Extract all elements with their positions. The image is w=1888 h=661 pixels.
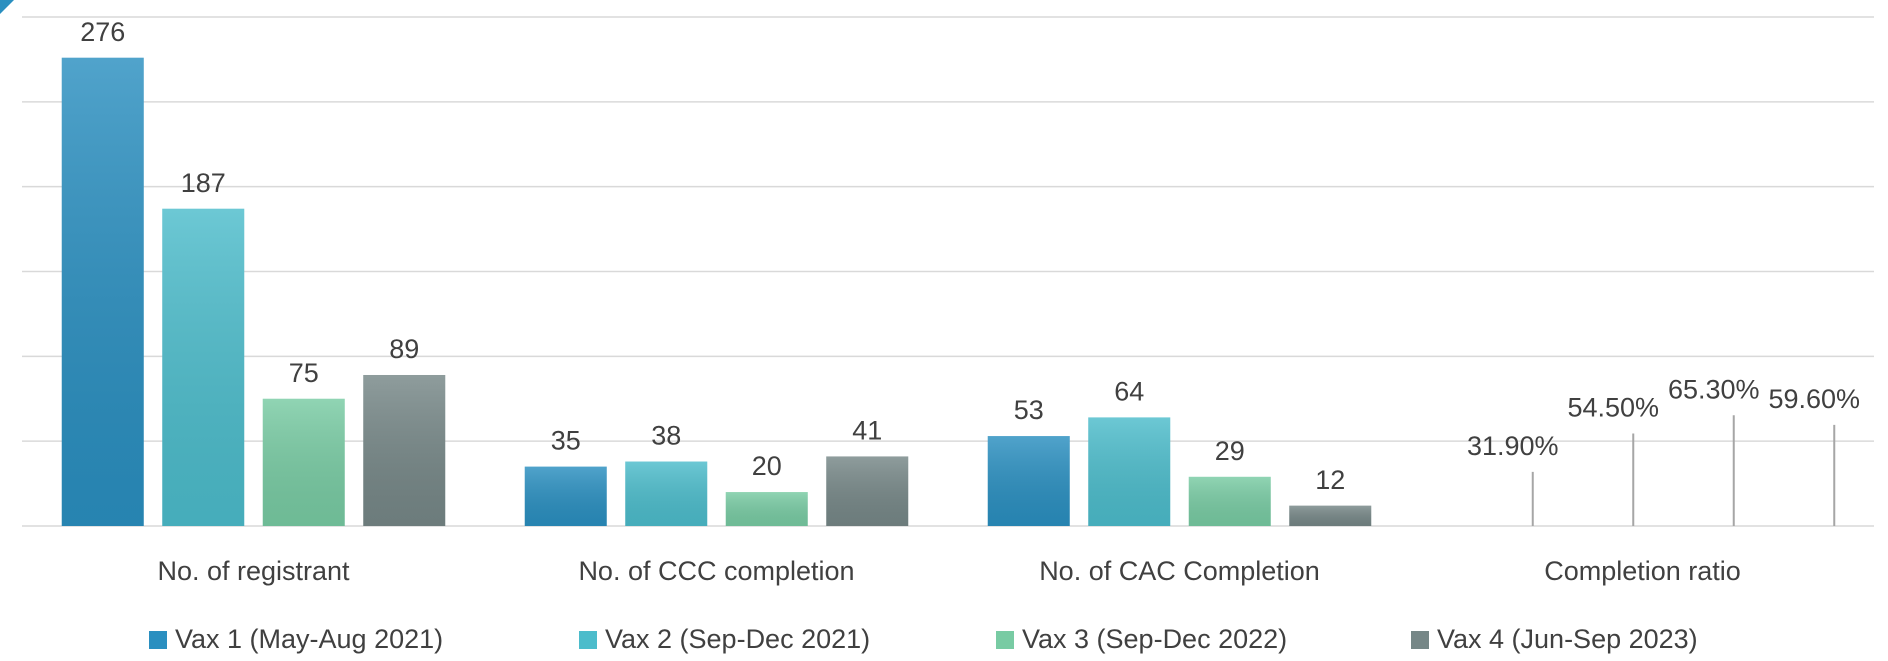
data-label: 38	[651, 421, 681, 451]
data-label: 29	[1215, 436, 1245, 466]
legend-label: Vax 3 (Sep-Dec 2022)	[1022, 624, 1287, 654]
legend-swatch	[1411, 631, 1429, 649]
data-label: 31.90%	[1467, 431, 1559, 461]
data-label: 20	[752, 451, 782, 481]
corner-decoration	[0, 0, 14, 14]
bar-shade	[1289, 505, 1372, 526]
data-label: 89	[389, 334, 419, 364]
data-label: 54.50%	[1567, 393, 1659, 423]
legend-label: Vax 4 (Jun-Sep 2023)	[1437, 624, 1698, 654]
bar-shade	[625, 461, 708, 526]
legend-swatch	[579, 631, 597, 649]
data-label: 59.60%	[1768, 384, 1860, 414]
bar-shade	[262, 398, 345, 526]
bar-shade	[826, 456, 909, 526]
legend-swatch	[996, 631, 1014, 649]
bar-shade	[162, 208, 245, 526]
x-tick-label: Completion ratio	[1544, 556, 1741, 586]
data-label: 35	[551, 426, 581, 456]
legend-label: Vax 2 (Sep-Dec 2021)	[605, 624, 870, 654]
bar-shade	[987, 436, 1070, 526]
x-tick-label: No. of CAC Completion	[1039, 556, 1320, 586]
legend-swatch	[149, 631, 167, 649]
data-label: 187	[181, 168, 226, 198]
data-label: 65.30%	[1668, 374, 1760, 404]
x-tick-label: No. of CCC completion	[578, 556, 854, 586]
bar-shade	[1188, 476, 1271, 526]
bar-shade	[524, 466, 607, 526]
bar-shade	[61, 57, 144, 526]
bar-shade	[1088, 417, 1171, 526]
data-label: 53	[1014, 395, 1044, 425]
bar-shade	[725, 492, 808, 526]
x-tick-label: No. of registrant	[157, 556, 350, 586]
data-label: 276	[80, 17, 125, 47]
data-label: 75	[289, 358, 319, 388]
bar-shade	[363, 374, 446, 526]
data-label: 64	[1114, 377, 1144, 407]
data-label: 41	[852, 416, 882, 446]
data-label: 12	[1315, 465, 1345, 495]
legend-label: Vax 1 (May-Aug 2021)	[175, 624, 443, 654]
